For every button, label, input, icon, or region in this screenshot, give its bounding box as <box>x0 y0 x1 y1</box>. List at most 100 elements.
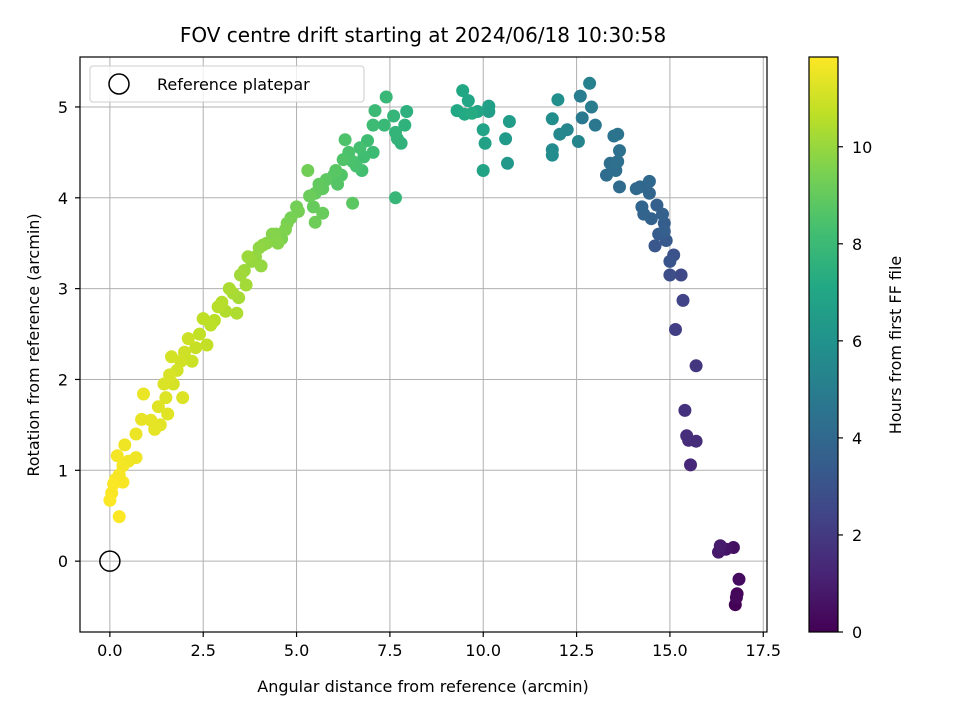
data-point <box>181 332 195 346</box>
data-point <box>159 391 173 405</box>
data-point <box>118 438 132 452</box>
data-point <box>476 164 490 177</box>
data-point <box>165 350 178 364</box>
data-point <box>499 132 513 146</box>
data-point <box>151 400 165 414</box>
data-point <box>680 429 694 443</box>
data-point <box>234 268 247 282</box>
data-point <box>611 155 625 168</box>
data-point <box>585 100 598 114</box>
x-tick-label: 2.5 <box>190 641 215 660</box>
colorbar-frame <box>808 56 839 633</box>
y-tick-label: 4 <box>58 189 68 208</box>
data-point <box>329 164 343 177</box>
y-tick-label: 3 <box>58 280 68 299</box>
legend: Reference platepar <box>89 65 365 103</box>
data-point <box>501 156 514 170</box>
data-point <box>573 89 587 103</box>
data-point <box>387 109 401 123</box>
x-tick-label: 5.0 <box>284 641 309 660</box>
data-point <box>656 207 669 221</box>
data-point <box>684 458 697 472</box>
data-point <box>613 180 626 194</box>
data-point <box>502 115 516 128</box>
data-point <box>465 106 479 120</box>
data-point <box>308 215 322 229</box>
x-tick-label: 7.5 <box>377 641 402 660</box>
data-point <box>689 359 703 373</box>
data-point <box>648 239 662 253</box>
data-point <box>377 118 391 132</box>
data-point <box>588 118 602 132</box>
data-point <box>657 224 671 238</box>
data-point <box>135 412 149 426</box>
data-point <box>107 477 121 491</box>
data-point <box>398 118 412 132</box>
chart-title: FOV centre drift starting at 2024/06/18 … <box>180 23 666 47</box>
data-point <box>336 153 350 167</box>
colorbar-label: Hours from first FF file <box>886 256 905 435</box>
data-point <box>663 254 677 268</box>
data-point <box>713 539 727 553</box>
data-point <box>400 105 414 118</box>
data-point <box>366 118 380 132</box>
data-point <box>338 133 352 147</box>
data-point <box>112 510 126 524</box>
data-point <box>303 189 317 203</box>
data-point <box>200 338 214 352</box>
data-point <box>271 236 285 250</box>
scatter-points <box>103 76 746 612</box>
colorbar-tick-label: 2 <box>852 526 862 545</box>
colorbar-tick-label: 10 <box>852 138 872 157</box>
legend-marker-open-circle <box>108 73 130 95</box>
x-tick-label: 17.5 <box>745 641 781 660</box>
x-axis-label: Angular distance from reference (arcmin) <box>257 677 588 696</box>
x-tick-label: 10.0 <box>465 641 501 660</box>
legend-label: Reference platepar <box>157 75 310 94</box>
data-point <box>353 141 367 155</box>
data-point <box>689 434 703 448</box>
y-tick-label: 1 <box>58 461 68 480</box>
data-point <box>176 391 190 405</box>
data-point <box>732 572 746 586</box>
x-tick-label: 0.0 <box>97 641 122 660</box>
data-point <box>157 377 171 391</box>
data-point <box>301 164 315 177</box>
data-point <box>211 300 225 314</box>
data-point <box>241 250 255 264</box>
data-point <box>663 268 677 282</box>
colorbar-tick-label: 6 <box>852 332 862 351</box>
grid <box>80 57 767 632</box>
data-point <box>629 182 643 196</box>
plot-frame <box>79 56 768 633</box>
y-tick-label: 5 <box>58 98 68 117</box>
data-point <box>551 93 565 107</box>
data-point <box>196 312 210 326</box>
colorbar-tick-label: 0 <box>852 623 862 642</box>
legend-box <box>89 65 365 103</box>
data-point <box>185 354 199 368</box>
data-point <box>368 104 382 118</box>
data-point <box>478 136 492 150</box>
data-point <box>575 111 589 125</box>
data-point <box>482 99 496 113</box>
x-axis-ticks: 0.0 2.5 5.0 7.5 10.0 12.5 15.0 17.5 <box>97 632 781 660</box>
data-point <box>230 306 244 320</box>
colorbar-tick-label: 8 <box>852 235 862 254</box>
data-point <box>193 327 206 341</box>
data-point <box>389 191 402 205</box>
data-point <box>239 278 253 292</box>
data-point <box>189 341 203 355</box>
data-point <box>545 112 559 126</box>
data-point <box>676 293 690 307</box>
data-point <box>642 174 656 188</box>
data-point <box>669 323 682 336</box>
colorbar-tick-label: 4 <box>852 429 862 448</box>
data-point <box>583 76 597 90</box>
data-point <box>103 493 117 507</box>
data-point <box>571 135 585 148</box>
data-point <box>642 186 656 200</box>
y-tick-label: 2 <box>58 370 68 389</box>
data-point <box>553 127 567 141</box>
